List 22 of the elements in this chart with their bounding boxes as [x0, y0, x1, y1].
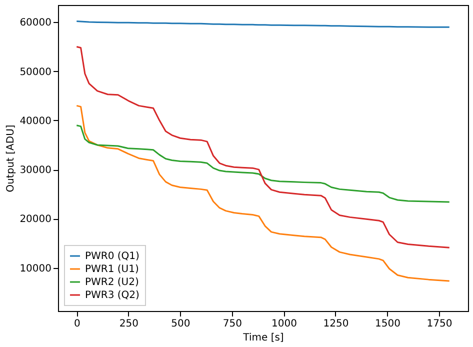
legend-label: PWR2 (U2)	[85, 277, 139, 288]
legend-label: PWR3 (Q2)	[85, 290, 140, 301]
y-tick-label: 20000	[20, 214, 52, 226]
x-axis-title: Time [s]	[242, 332, 284, 344]
x-tick-label: 1000	[271, 318, 297, 330]
x-tick-label: 1250	[323, 318, 349, 330]
legend-label: PWR1 (U1)	[85, 264, 139, 275]
y-tick-label: 10000	[20, 263, 52, 274]
x-tick-label: 750	[222, 318, 242, 330]
legend-label: PWR0 (Q1)	[85, 251, 140, 262]
x-tick-label: 0	[74, 318, 80, 330]
y-tick-label: 30000	[20, 165, 52, 176]
line-series	[76, 46, 450, 248]
y-axis-title: Output [ADU]	[6, 124, 17, 192]
x-tick-label: 1750	[426, 318, 452, 330]
y-tick-label: 40000	[20, 116, 52, 127]
x-tick-label: 1500	[375, 318, 400, 330]
x-tick-label: 250	[119, 318, 138, 330]
y-tick-label: 60000	[20, 18, 52, 29]
x-tick-label: 500	[171, 318, 190, 330]
line-series	[76, 124, 450, 203]
y-tick-label: 50000	[20, 66, 52, 78]
